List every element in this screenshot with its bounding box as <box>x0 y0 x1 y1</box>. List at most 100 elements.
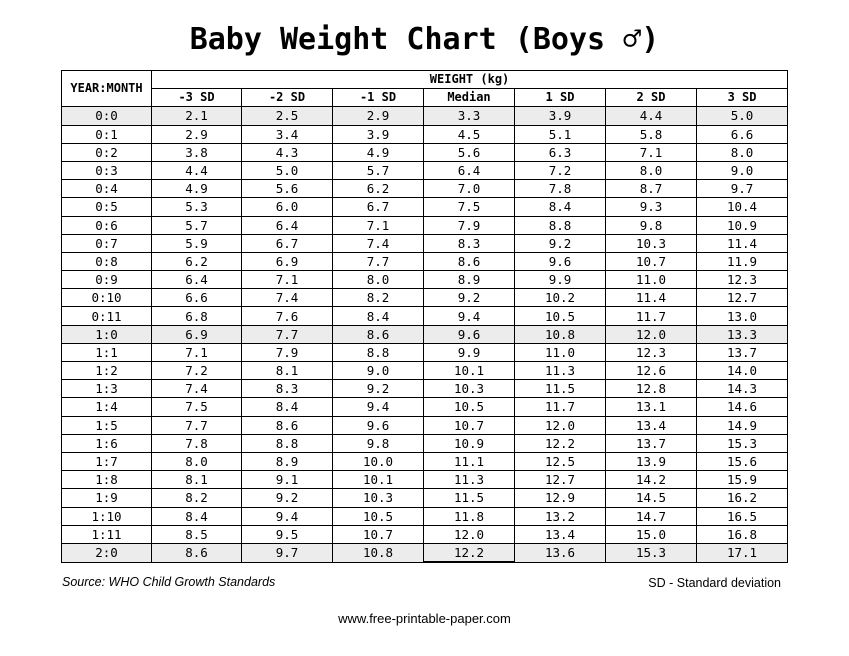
weight-cell: 4.5 <box>423 124 515 144</box>
weight-cell: 3.9 <box>332 124 424 144</box>
weight-cell: 8.4 <box>151 506 242 526</box>
weight-cell: 14.7 <box>605 506 697 526</box>
weight-cell: 8.5 <box>151 524 242 544</box>
weight-cell: 9.2 <box>514 233 606 253</box>
weight-cell: 7.5 <box>423 197 515 217</box>
weight-cell: 9.6 <box>423 324 515 344</box>
weight-cell: 12.3 <box>605 342 697 363</box>
weight-cell: 9.6 <box>514 251 606 272</box>
weight-cell: 5.1 <box>514 124 606 144</box>
weight-header: WEIGHT (kg) <box>150 69 789 90</box>
age-cell: 0:11 <box>61 306 152 326</box>
age-cell: 1:3 <box>61 379 152 399</box>
weight-cell: 10.0 <box>332 451 424 472</box>
weight-cell: 11.0 <box>514 342 606 363</box>
weight-cell: 13.9 <box>605 451 697 472</box>
weight-cell: 7.1 <box>241 270 333 290</box>
weight-cell: 9.1 <box>241 470 333 490</box>
age-cell: 1:6 <box>61 433 152 453</box>
weight-cell: 10.5 <box>423 397 515 417</box>
weight-cell: 8.8 <box>241 433 333 453</box>
weight-cell: 12.7 <box>695 288 789 308</box>
weight-cell: 9.8 <box>332 433 424 453</box>
weight-cell: 9.3 <box>605 197 697 217</box>
weight-cell: 8.6 <box>423 251 515 272</box>
weight-cell: 4.9 <box>332 142 424 162</box>
weight-cell: 9.4 <box>332 397 424 417</box>
weight-cell: 12.3 <box>695 270 789 290</box>
age-cell: 1:7 <box>61 451 152 472</box>
weight-cell: 8.4 <box>241 397 333 417</box>
weight-cell: 9.5 <box>241 524 333 544</box>
weight-cell: 8.8 <box>332 342 424 363</box>
table-row: 1:3 7.4 8.3 9.2 10.3 11.5 12.8 14.3 <box>61 379 789 399</box>
weight-cell: 13.3 <box>695 324 789 344</box>
weight-cell: 10.1 <box>423 360 515 381</box>
weight-cell: 11.3 <box>423 470 515 490</box>
weight-cell: 5.3 <box>151 197 242 217</box>
age-cell: 0:2 <box>61 142 152 162</box>
weight-cell: 15.6 <box>695 451 789 472</box>
weight-cell: 9.2 <box>332 379 424 399</box>
weight-cell: 10.8 <box>514 324 606 344</box>
weight-cell: 7.6 <box>241 306 333 326</box>
weight-cell: 9.9 <box>423 342 515 363</box>
table-row: 0:2 3.8 4.3 4.9 5.6 6.3 7.1 8.0 <box>61 142 789 162</box>
weight-cell: 13.0 <box>695 306 789 326</box>
weight-cell: 14.0 <box>695 360 789 381</box>
weight-cell: 14.5 <box>605 488 697 508</box>
weight-cell: 6.4 <box>151 270 242 290</box>
table-row: 0:9 6.4 7.1 8.0 8.9 9.9 11.0 12.3 <box>61 270 789 290</box>
weight-cell: 4.4 <box>151 160 242 181</box>
table-row: 1:8 8.1 9.1 10.1 11.3 12.7 14.2 15.9 <box>61 470 789 490</box>
weight-cell: 7.1 <box>332 215 424 235</box>
weight-cell: 3.4 <box>241 124 333 144</box>
weight-cell: 11.3 <box>514 360 606 381</box>
weight-cell: 2.1 <box>151 106 242 126</box>
weight-cell: 10.7 <box>423 415 515 435</box>
weight-cell: 7.4 <box>332 233 424 253</box>
weight-cell: 8.4 <box>332 306 424 326</box>
table-row: 0:3 4.4 5.0 5.7 6.4 7.2 8.0 9.0 <box>61 160 789 181</box>
weight-cell: 10.4 <box>695 197 789 217</box>
weight-cell: 7.8 <box>514 179 606 199</box>
weight-cell: 8.6 <box>241 415 333 435</box>
weight-cell: 8.2 <box>332 288 424 308</box>
weight-cell: 6.2 <box>332 179 424 199</box>
age-cell: 1:1 <box>61 342 152 363</box>
weight-cell: 10.7 <box>332 524 424 544</box>
column-header: -3 SD <box>151 88 242 108</box>
weight-cell: 5.0 <box>695 106 789 126</box>
weight-cell: 5.0 <box>241 160 333 181</box>
weight-cell: 7.9 <box>423 215 515 235</box>
weight-cell: 10.5 <box>514 306 606 326</box>
weight-cell: 3.8 <box>151 142 242 162</box>
age-cell: 0:4 <box>61 179 152 199</box>
table-row: 1:11 8.5 9.5 10.7 12.0 13.4 15.0 16.8 <box>61 524 789 544</box>
weight-cell: 12.2 <box>514 433 606 453</box>
weight-cell: 8.3 <box>241 379 333 399</box>
weight-cell: 10.5 <box>332 506 424 526</box>
age-cell: 1:0 <box>61 324 152 344</box>
weight-cell: 10.7 <box>605 251 697 272</box>
weight-cell: 4.9 <box>151 179 242 199</box>
column-header: -2 SD <box>241 88 333 108</box>
weight-cell: 8.6 <box>332 324 424 344</box>
weight-cell: 6.9 <box>241 251 333 272</box>
weight-cell: 5.7 <box>332 160 424 181</box>
age-cell: 0:5 <box>61 197 152 217</box>
age-cell: 2:0 <box>61 542 152 563</box>
weight-cell: 7.5 <box>151 397 242 417</box>
table-row: 0:11 6.8 7.6 8.4 9.4 10.5 11.7 13.0 <box>61 306 789 326</box>
weight-cell: 8.9 <box>423 270 515 290</box>
weight-cell: 8.7 <box>605 179 697 199</box>
age-cell: 1:9 <box>61 488 152 508</box>
weight-cell: 2.5 <box>241 106 333 126</box>
table-row: 1:5 7.7 8.6 9.6 10.7 12.0 13.4 14.9 <box>61 415 789 435</box>
weight-cell: 12.0 <box>514 415 606 435</box>
table-row: 1:10 8.4 9.4 10.5 11.8 13.2 14.7 16.5 <box>61 506 789 526</box>
table-row: 1:6 7.8 8.8 9.8 10.9 12.2 13.7 15.3 <box>61 433 789 453</box>
weight-cell: 7.2 <box>151 360 242 381</box>
table-row: 0:1 2.9 3.4 3.9 4.5 5.1 5.8 6.6 <box>61 124 789 144</box>
weight-cell: 9.2 <box>241 488 333 508</box>
